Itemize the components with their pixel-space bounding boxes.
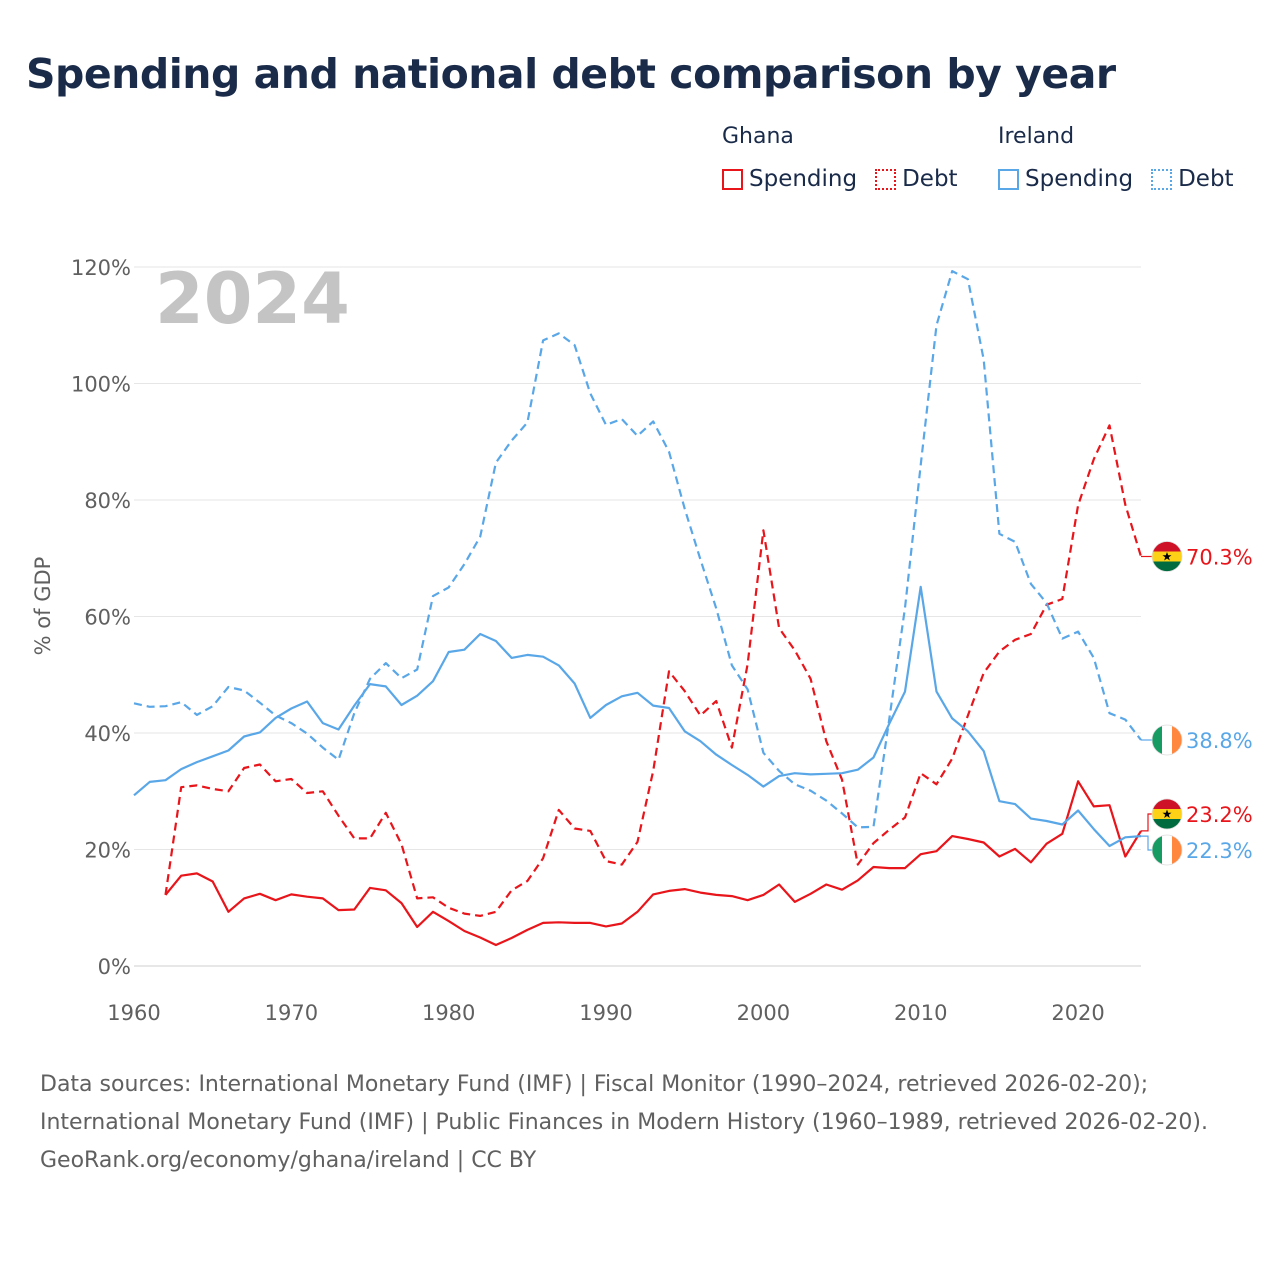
ireland-flag-icon xyxy=(1151,724,1183,756)
legend-country-ireland: Ireland xyxy=(998,124,1075,149)
y-tick-label: 0% xyxy=(98,955,131,979)
legend-item-ghana-debt[interactable]: Debt xyxy=(875,166,958,192)
legend-item-ghana-spending[interactable]: Spending xyxy=(722,166,857,192)
ireland-flag-icon xyxy=(1151,834,1183,866)
x-tick-label: 1970 xyxy=(265,1001,318,1025)
label-connector xyxy=(1141,813,1152,832)
end-value-label: 22.3% xyxy=(1186,839,1253,863)
x-tick-label: 1990 xyxy=(579,1001,632,1025)
credit-link[interactable]: GeoRank.org/economy/ghana/ireland | CC B… xyxy=(40,1148,537,1173)
end-value-label: 70.3% xyxy=(1186,546,1253,570)
chart-title: Spending and national debt comparison by… xyxy=(26,50,1116,98)
series-layer xyxy=(133,270,1143,947)
ghana-flag-icon xyxy=(1151,541,1183,572)
legend-group-ireland: Ireland Spending Debt xyxy=(998,124,1234,192)
legend-item-ireland-debt[interactable]: Debt xyxy=(1151,166,1234,192)
x-tick-label: 2000 xyxy=(737,1001,790,1025)
legend-group-ghana: Ghana Spending Debt xyxy=(722,124,958,192)
series-line-ghana-debt[interactable] xyxy=(164,424,1143,917)
x-tick-label: 1960 xyxy=(107,1001,160,1025)
y-tick-label: 120% xyxy=(71,256,131,280)
legend-label: Debt xyxy=(902,166,958,192)
series-line-ghana-spending[interactable] xyxy=(164,780,1142,947)
line-chart: 0% 20% 40% 60% 80% 100% 120% 1960 1970 1980 1990 20… xyxy=(31,256,1253,1025)
x-tick-label: 2010 xyxy=(894,1001,947,1025)
y-tick-label: 100% xyxy=(71,373,131,397)
series-line-ireland-debt[interactable] xyxy=(133,270,1142,829)
y-tick-label: 20% xyxy=(84,839,131,863)
end-label-layer: 70.3% 38.8% 23.2% 22.3% xyxy=(1141,541,1253,866)
data-sources: Data sources: International Monetary Fun… xyxy=(40,1072,1208,1135)
y-tick-label: 40% xyxy=(84,722,131,746)
legend-item-ireland-spending[interactable]: Spending xyxy=(998,166,1133,192)
grid-layer: 0% 20% 40% 60% 80% 100% 120% 1960 1970 1980 1990 20… xyxy=(71,256,1141,1025)
end-value-label: 38.8% xyxy=(1186,729,1253,753)
ghana-flag-icon xyxy=(1151,798,1183,830)
x-tick-label: 2020 xyxy=(1051,1001,1104,1025)
x-tick-label: 1980 xyxy=(422,1001,475,1025)
legend-swatch-solid xyxy=(998,168,1019,190)
footer: Data sources: International Monetary Fun… xyxy=(40,1066,1240,1180)
legend-label: Debt xyxy=(1178,166,1234,192)
legend-label: Spending xyxy=(1025,166,1134,192)
legend-swatch-dotted xyxy=(875,168,897,190)
y-tick-label: 60% xyxy=(84,606,131,630)
label-connector xyxy=(1141,835,1152,851)
y-axis-title: % of GDP xyxy=(31,557,55,656)
legend-swatch-solid xyxy=(722,168,743,190)
year-watermark: 2024 xyxy=(155,258,350,340)
y-tick-label: 80% xyxy=(84,489,131,513)
legend-swatch-dotted xyxy=(1151,168,1173,190)
end-value-label: 23.2% xyxy=(1186,803,1253,827)
legend-label: Spending xyxy=(749,166,858,192)
series-line-ireland-spending[interactable] xyxy=(133,585,1142,848)
legend-country-ghana: Ghana xyxy=(722,124,794,149)
